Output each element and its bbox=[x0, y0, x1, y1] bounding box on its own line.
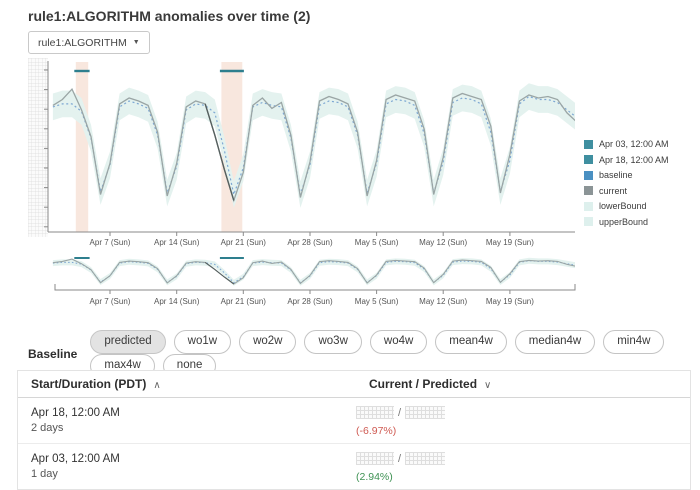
anomaly-timeseries-chart[interactable]: Apr 7 (Sun) Apr 14 (Sun) Apr 21 (Sun) Apr 2… bbox=[0, 55, 580, 311]
brush-current-line bbox=[52, 258, 575, 285]
svg-text:Apr 21 (Sun): Apr 21 (Sun) bbox=[221, 297, 267, 306]
anomaly-table-header: Start/Duration (PDT) ∧ Current / Predicte… bbox=[18, 371, 690, 398]
baseline-option-min4w[interactable]: min4w bbox=[603, 330, 665, 354]
brush-x-axis: Apr 7 (Sun) Apr 14 (Sun) Apr 21 (Sun) Apr 2… bbox=[54, 284, 576, 306]
legend-swatch bbox=[584, 217, 593, 226]
anomaly-table: Start/Duration (PDT) ∧ Current / Predicte… bbox=[17, 370, 691, 490]
current-predicted-header-label: Current / Predicted bbox=[369, 377, 478, 391]
anomaly-duration: 1 day bbox=[31, 468, 58, 480]
anomaly-row[interactable]: Apr 18, 12:00 AM 2 days / (-6.97%) bbox=[18, 398, 690, 444]
redacted-current-value bbox=[356, 452, 394, 466]
legend-item-baseline[interactable]: baseline bbox=[584, 170, 669, 180]
anomaly-change-percent: (2.94%) bbox=[356, 471, 393, 483]
baseline-option-wo4w[interactable]: wo4w bbox=[369, 330, 428, 354]
sort-asc-icon: ∧ bbox=[153, 380, 161, 391]
legend-swatch bbox=[584, 155, 593, 164]
redacted-predicted-value bbox=[405, 452, 446, 466]
legend-item-lowerbound[interactable]: lowerBound bbox=[584, 201, 669, 211]
baseline-option-mean4w[interactable]: mean4w bbox=[435, 330, 507, 354]
anomaly-change-percent: (-6.97%) bbox=[356, 425, 397, 437]
legend-item-apr-03-12-00-am[interactable]: Apr 03, 12:00 AM bbox=[584, 139, 669, 149]
svg-text:May 19 (Sun): May 19 (Sun) bbox=[486, 297, 534, 306]
start-duration-header-label: Start/Duration (PDT) bbox=[31, 377, 147, 391]
legend-swatch bbox=[584, 139, 593, 149]
x-axis: Apr 7 (Sun) Apr 14 (Sun) Apr 21 (Sun) Apr 2… bbox=[48, 231, 575, 247]
metric-dropdown[interactable]: rule1:ALGORITHM ▼ bbox=[28, 31, 150, 54]
caret-down-icon: ▼ bbox=[132, 39, 140, 46]
svg-text:Apr 21 (Sun): Apr 21 (Sun) bbox=[221, 238, 267, 247]
brush-baseline-line bbox=[52, 260, 575, 284]
value-separator: / bbox=[398, 452, 402, 465]
baseline-option-wo3w[interactable]: wo3w bbox=[304, 330, 362, 354]
baseline-option-median4w[interactable]: median4w bbox=[514, 330, 596, 354]
anomaly-chart-area: Apr 7 (Sun) Apr 14 (Sun) Apr 21 (Sun) Apr 2… bbox=[0, 55, 580, 311]
sort-start-duration-header[interactable]: Start/Duration (PDT) ∧ bbox=[18, 377, 369, 391]
baseline-line bbox=[52, 95, 575, 197]
anomaly-start: Apr 03, 12:00 AM bbox=[31, 453, 120, 465]
legend-label: lowerBound bbox=[599, 201, 647, 211]
legend-label: Apr 03, 12:00 AM bbox=[599, 139, 669, 149]
y-axis bbox=[44, 61, 49, 232]
current-anomaly-segment bbox=[204, 103, 235, 201]
legend-label: baseline bbox=[599, 170, 633, 180]
legend-label: current bbox=[599, 185, 628, 196]
sort-current-predicted-header[interactable]: Current / Predicted ∨ bbox=[369, 377, 690, 391]
anomaly-table-body: Apr 18, 12:00 AM 2 days / (-6.97%) Apr 03, 1… bbox=[18, 398, 690, 489]
baseline-options: predicted wo1w wo2w wo3w wo4w mean4w median4w m… bbox=[90, 330, 700, 378]
svg-text:Apr 7 (Sun): Apr 7 (Sun) bbox=[90, 297, 131, 306]
sort-desc-icon: ∨ bbox=[484, 380, 492, 391]
brush-bound-band bbox=[52, 257, 575, 286]
svg-text:May 12 (Sun): May 12 (Sun) bbox=[419, 297, 467, 306]
legend-item-apr-18-12-00-am[interactable]: Apr 18, 12:00 AM bbox=[584, 155, 669, 165]
legend-swatch bbox=[584, 170, 593, 180]
baseline-option-wo2w[interactable]: wo2w bbox=[239, 330, 297, 354]
legend-swatch bbox=[584, 186, 593, 195]
redacted-predicted-value bbox=[405, 406, 446, 420]
legend-item-upperbound[interactable]: upperBound bbox=[584, 217, 669, 227]
brush-chart[interactable]: Apr 7 (Sun) Apr 14 (Sun) Apr 21 (Sun) Apr 2… bbox=[52, 257, 577, 306]
svg-text:Apr 14 (Sun): Apr 14 (Sun) bbox=[154, 238, 200, 247]
svg-text:Apr 28 (Sun): Apr 28 (Sun) bbox=[287, 297, 333, 306]
chart-legend: Apr 03, 12:00 AM Apr 18, 12:00 AM baseline… bbox=[584, 139, 669, 227]
legend-swatch bbox=[584, 201, 593, 211]
baseline-option-predicted[interactable]: predicted bbox=[90, 330, 166, 354]
legend-label: Apr 18, 12:00 AM bbox=[599, 154, 669, 165]
baseline-selector: Baseline predicted wo1w wo2w wo3w wo4w mean4w… bbox=[28, 330, 700, 378]
bound-band bbox=[52, 83, 575, 208]
anomaly-region bbox=[75, 62, 89, 232]
legend-item-current[interactable]: current bbox=[584, 186, 669, 196]
svg-text:Apr 14 (Sun): Apr 14 (Sun) bbox=[154, 297, 200, 306]
brush-current-anomaly-segment bbox=[204, 261, 235, 285]
page-title: rule1:ALGORITHM anomalies over time (2) bbox=[28, 8, 311, 24]
anomaly-duration: 2 days bbox=[31, 422, 64, 434]
svg-text:Apr 7 (Sun): Apr 7 (Sun) bbox=[90, 238, 131, 247]
legend-label: upperBound bbox=[599, 216, 649, 227]
anomaly-row[interactable]: Apr 03, 12:00 AM 1 day / (2.94%) bbox=[18, 444, 690, 489]
value-separator: / bbox=[398, 406, 402, 419]
baseline-label: Baseline bbox=[28, 347, 78, 361]
svg-text:May 12 (Sun): May 12 (Sun) bbox=[419, 238, 467, 247]
redacted-current-value bbox=[356, 406, 394, 420]
metric-dropdown-label: rule1:ALGORITHM bbox=[38, 36, 127, 49]
svg-text:May 19 (Sun): May 19 (Sun) bbox=[486, 238, 534, 247]
current-line bbox=[52, 87, 575, 203]
anomaly-start: Apr 18, 12:00 AM bbox=[31, 407, 120, 419]
svg-text:Apr 28 (Sun): Apr 28 (Sun) bbox=[287, 238, 333, 247]
main-chart: Apr 7 (Sun) Apr 14 (Sun) Apr 21 (Sun) Apr 2… bbox=[28, 58, 575, 247]
baseline-option-wo1w[interactable]: wo1w bbox=[173, 330, 232, 354]
svg-text:May 5 (Sun): May 5 (Sun) bbox=[355, 297, 399, 306]
svg-text:May 5 (Sun): May 5 (Sun) bbox=[355, 238, 399, 247]
